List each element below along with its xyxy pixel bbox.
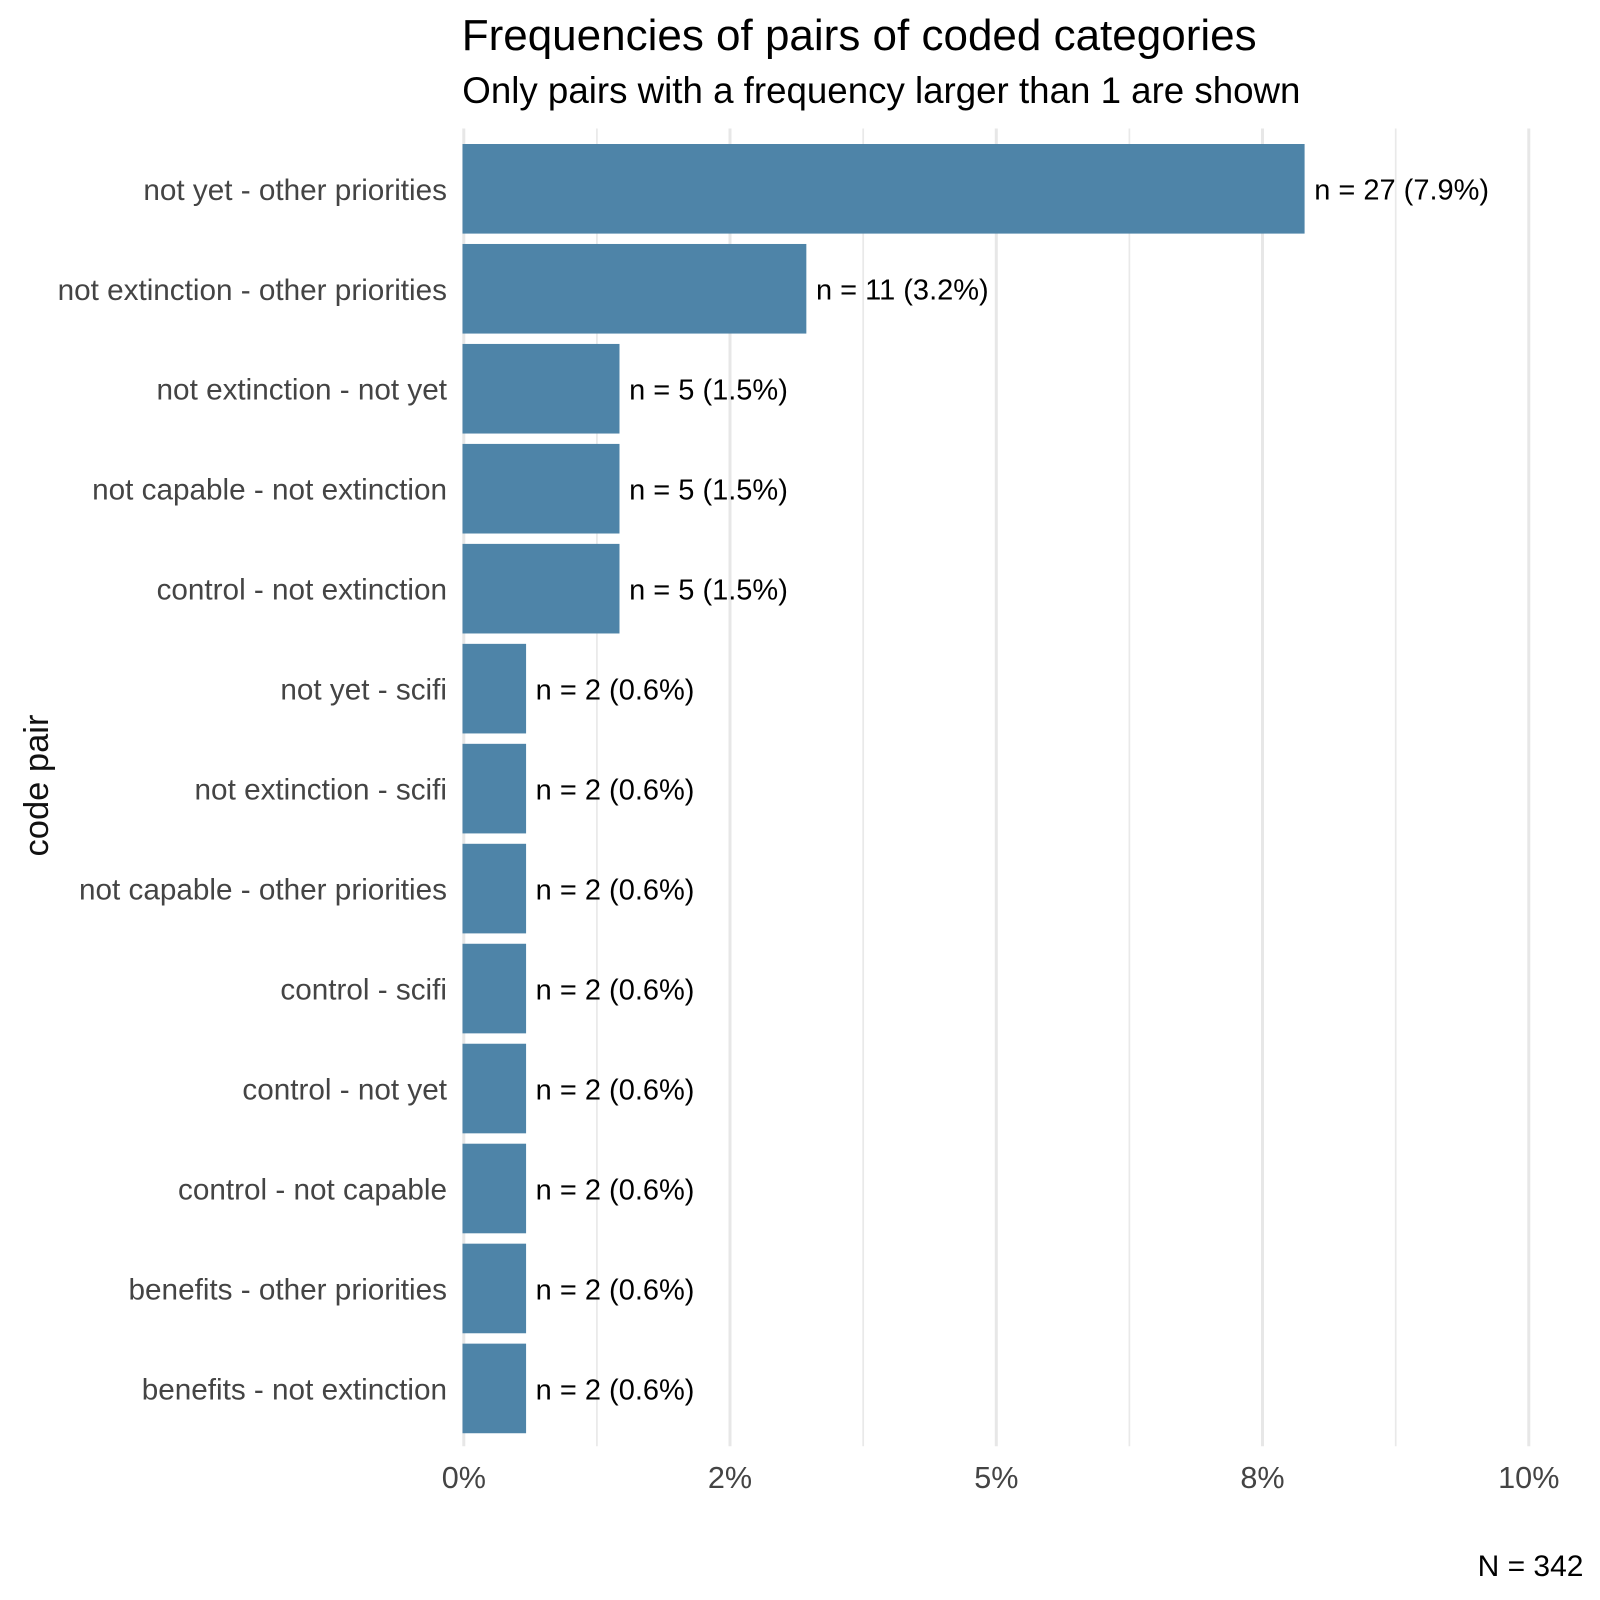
svg-text:control - scifi: control - scifi [280, 974, 447, 1007]
svg-text:code pair: code pair [18, 715, 56, 857]
svg-text:n = 2 (0.6%): n = 2 (0.6%) [536, 874, 695, 906]
svg-text:8%: 8% [1240, 1461, 1284, 1495]
svg-text:Only pairs with a frequency la: Only pairs with a frequency larger than … [462, 70, 1300, 111]
svg-text:n = 5 (1.5%): n = 5 (1.5%) [629, 475, 788, 507]
svg-text:N = 342: N = 342 [1478, 1550, 1584, 1583]
svg-text:control - not capable: control - not capable [178, 1174, 447, 1207]
svg-text:benefits - other priorities: benefits - other priorities [129, 1273, 447, 1306]
svg-text:benefits - not extinction: benefits - not extinction [142, 1373, 447, 1406]
svg-text:n = 2 (0.6%): n = 2 (0.6%) [536, 1174, 695, 1206]
svg-text:not extinction - not yet: not extinction - not yet [157, 374, 448, 407]
svg-text:not capable - other priorities: not capable - other priorities [79, 874, 447, 907]
svg-text:not yet - other priorities: not yet - other priorities [143, 174, 447, 207]
svg-text:2%: 2% [708, 1461, 752, 1495]
svg-text:10%: 10% [1498, 1461, 1559, 1495]
svg-text:n = 2 (0.6%): n = 2 (0.6%) [536, 1074, 695, 1106]
svg-text:n = 2 (0.6%): n = 2 (0.6%) [536, 974, 695, 1006]
svg-text:n = 27 (7.9%): n = 27 (7.9%) [1314, 175, 1489, 207]
svg-text:n = 5 (1.5%): n = 5 (1.5%) [629, 375, 788, 407]
svg-text:0%: 0% [442, 1461, 486, 1495]
svg-text:control - not extinction: control - not extinction [157, 574, 447, 607]
svg-text:control - not yet: control - not yet [242, 1074, 447, 1107]
svg-text:not yet - scifi: not yet - scifi [280, 674, 447, 707]
svg-text:not extinction - scifi: not extinction - scifi [195, 774, 447, 807]
svg-text:n = 2 (0.6%): n = 2 (0.6%) [536, 675, 695, 707]
svg-text:n = 2 (0.6%): n = 2 (0.6%) [536, 1274, 695, 1306]
svg-text:n = 11 (3.2%): n = 11 (3.2%) [816, 275, 989, 307]
svg-text:Frequencies of pairs of coded: Frequencies of pairs of coded categories [462, 11, 1257, 60]
svg-text:n = 2 (0.6%): n = 2 (0.6%) [536, 1374, 695, 1406]
svg-text:5%: 5% [974, 1461, 1018, 1495]
svg-text:n = 5 (1.5%): n = 5 (1.5%) [629, 575, 788, 607]
svg-text:not extinction - other priorit: not extinction - other priorities [58, 274, 447, 307]
svg-text:n = 2 (0.6%): n = 2 (0.6%) [536, 775, 695, 807]
svg-text:not capable - not extinction: not capable - not extinction [92, 474, 447, 507]
